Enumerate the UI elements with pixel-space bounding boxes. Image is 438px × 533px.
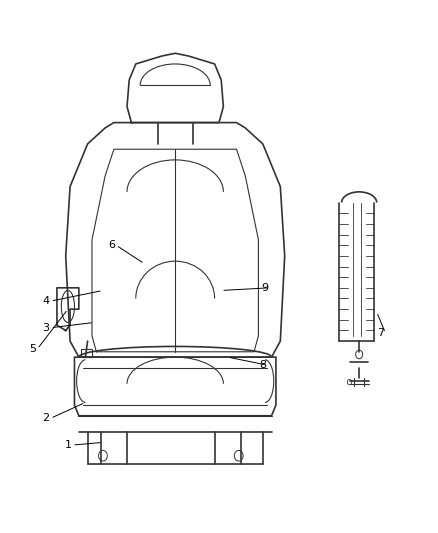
Text: 1: 1 [64,440,71,450]
Text: 7: 7 [378,328,385,338]
Text: 5: 5 [29,344,36,354]
Text: 4: 4 [42,296,49,306]
Text: 6: 6 [108,240,115,250]
Text: 2: 2 [42,414,49,423]
Text: 8: 8 [259,360,266,370]
Text: 9: 9 [261,283,268,293]
Text: 3: 3 [42,323,49,333]
